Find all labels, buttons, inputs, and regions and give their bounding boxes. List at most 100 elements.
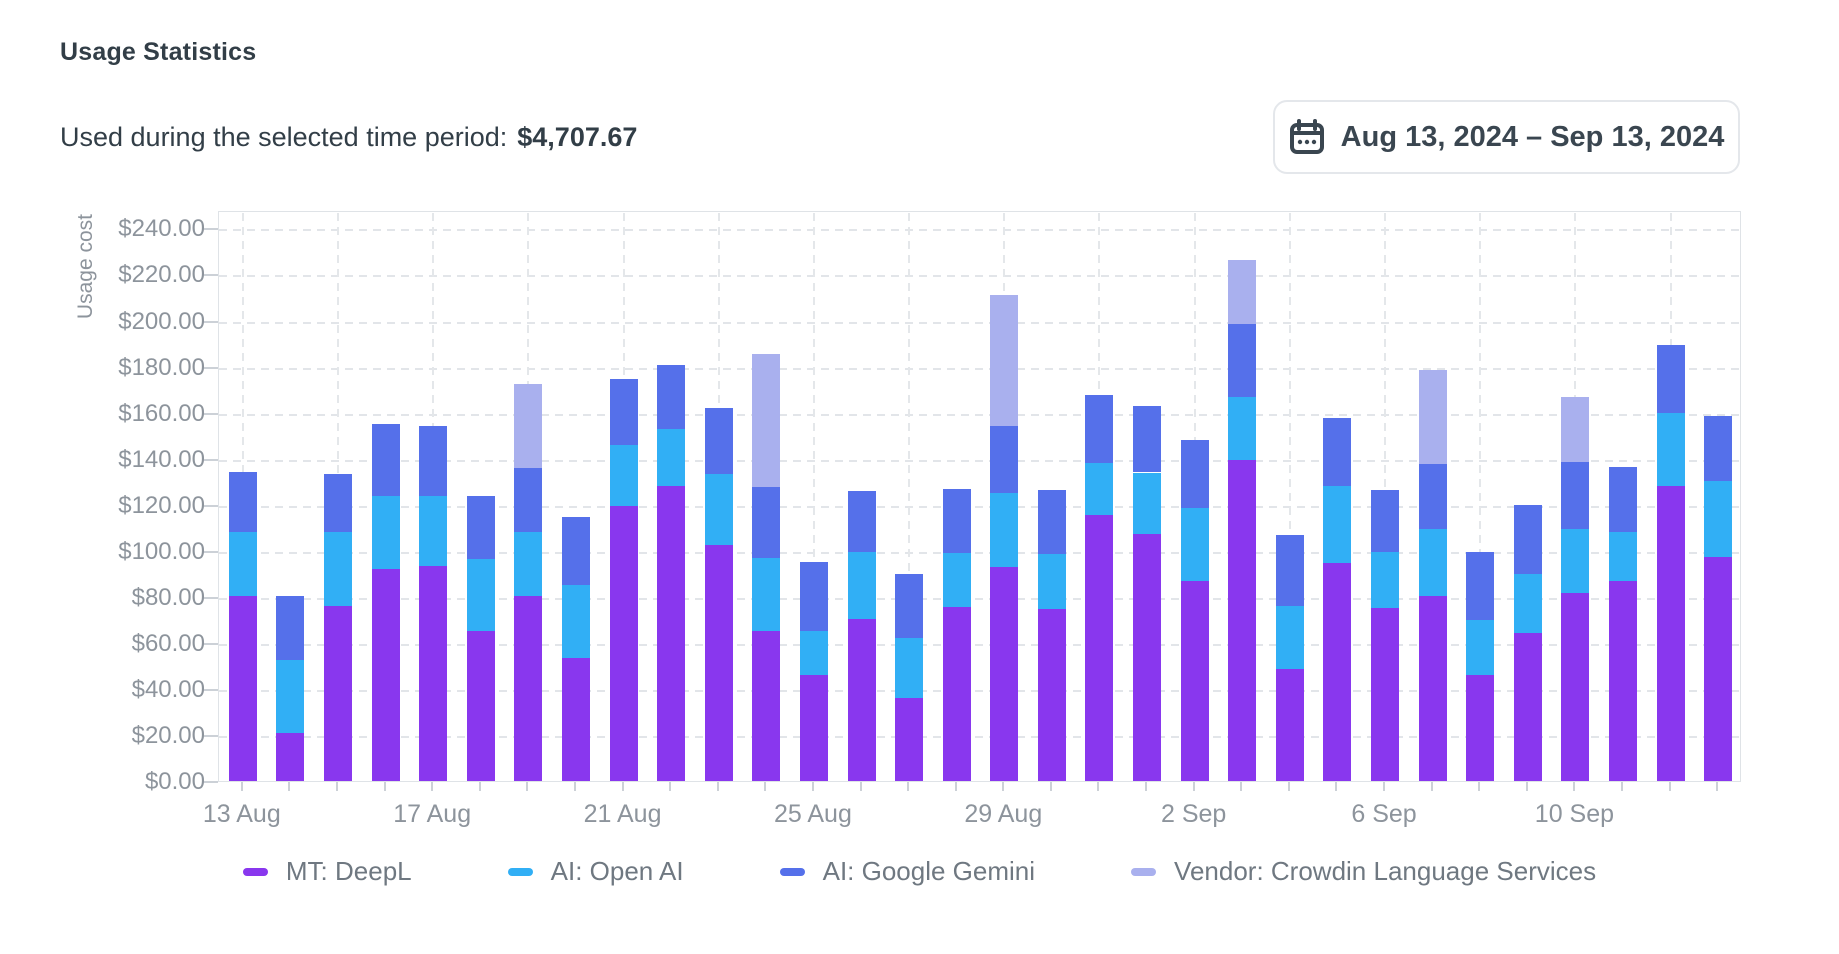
bar-segment-google-gemini[interactable] — [1275, 534, 1304, 607]
bar-segment-deepl[interactable] — [657, 486, 686, 781]
bar-segment-google-gemini[interactable] — [466, 495, 495, 559]
bar-segment-open-ai[interactable] — [1418, 528, 1447, 596]
bar-segment-crowdin-language-services[interactable] — [1228, 259, 1257, 324]
bar-segment-open-ai[interactable] — [895, 638, 924, 699]
bar-segment-google-gemini[interactable] — [514, 467, 543, 533]
bar-segment-open-ai[interactable] — [1609, 532, 1638, 581]
bar-segment-google-gemini[interactable] — [323, 473, 352, 533]
bar-segment-google-gemini[interactable] — [609, 379, 638, 445]
bar-segment-deepl[interactable] — [561, 657, 590, 781]
bar-segment-google-gemini[interactable] — [1085, 395, 1114, 464]
bar-segment-google-gemini[interactable] — [561, 517, 590, 586]
date-range-button[interactable]: Aug 13, 2024 – Sep 13, 2024 — [1273, 100, 1740, 174]
bar-segment-deepl[interactable] — [419, 565, 448, 781]
bar-segment-open-ai[interactable] — [1656, 412, 1685, 487]
bar-segment-open-ai[interactable] — [1228, 396, 1257, 460]
bar-segment-open-ai[interactable] — [1704, 480, 1733, 557]
bar-segment-deepl[interactable] — [990, 566, 1019, 781]
bar-segment-deepl[interactable] — [1180, 580, 1209, 781]
bar-segment-google-gemini[interactable] — [1180, 440, 1209, 509]
bar-segment-deepl[interactable] — [895, 698, 924, 781]
bar-segment-open-ai[interactable] — [942, 553, 971, 608]
bar-segment-deepl[interactable] — [466, 631, 495, 781]
bar-segment-google-gemini[interactable] — [1609, 466, 1638, 533]
bar-segment-deepl[interactable] — [1085, 515, 1114, 781]
bar-segment-google-gemini[interactable] — [704, 408, 733, 474]
bar-segment-open-ai[interactable] — [990, 493, 1019, 567]
bar-segment-deepl[interactable] — [276, 732, 305, 781]
bar-segment-google-gemini[interactable] — [895, 573, 924, 639]
bar-segment-open-ai[interactable] — [228, 532, 257, 596]
bar-segment-deepl[interactable] — [704, 545, 733, 781]
bar-segment-open-ai[interactable] — [514, 532, 543, 596]
bar-segment-deepl[interactable] — [1037, 609, 1066, 781]
bar-segment-open-ai[interactable] — [561, 585, 590, 658]
bar-segment-google-gemini[interactable] — [990, 426, 1019, 494]
bar-segment-open-ai[interactable] — [371, 495, 400, 570]
bar-segment-deepl[interactable] — [1609, 580, 1638, 781]
bar-segment-open-ai[interactable] — [1371, 551, 1400, 609]
bar-segment-google-gemini[interactable] — [371, 424, 400, 496]
bar-segment-google-gemini[interactable] — [1513, 504, 1542, 574]
bar-segment-google-gemini[interactable] — [799, 562, 828, 632]
bar-segment-google-gemini[interactable] — [1656, 344, 1685, 413]
bar-segment-google-gemini[interactable] — [847, 490, 876, 552]
bar-segment-deepl[interactable] — [942, 607, 971, 781]
legend-item-open-ai[interactable]: AI: Open AI — [507, 856, 684, 887]
bar-segment-deepl[interactable] — [514, 595, 543, 781]
bar-segment-open-ai[interactable] — [799, 631, 828, 676]
bar-segment-deepl[interactable] — [323, 606, 352, 781]
bar-segment-google-gemini[interactable] — [1037, 489, 1066, 555]
bar-segment-open-ai[interactable] — [1323, 486, 1352, 564]
bar-segment-google-gemini[interactable] — [228, 472, 257, 533]
bar-segment-google-gemini[interactable] — [1466, 551, 1495, 620]
bar-segment-google-gemini[interactable] — [1228, 323, 1257, 397]
bar-segment-crowdin-language-services[interactable] — [752, 353, 781, 488]
bar-segment-google-gemini[interactable] — [657, 365, 686, 429]
bar-segment-deepl[interactable] — [609, 505, 638, 781]
bar-segment-deepl[interactable] — [1561, 593, 1590, 781]
bar-segment-open-ai[interactable] — [276, 660, 305, 733]
bar-segment-deepl[interactable] — [1513, 632, 1542, 781]
bar-segment-google-gemini[interactable] — [1133, 405, 1162, 473]
bar-segment-open-ai[interactable] — [609, 444, 638, 506]
bar-segment-open-ai[interactable] — [1180, 508, 1209, 581]
bar-segment-google-gemini[interactable] — [1418, 464, 1447, 529]
legend-item-google-gemini[interactable]: AI: Google Gemini — [779, 856, 1035, 887]
bar-segment-google-gemini[interactable] — [1561, 462, 1590, 529]
bar-segment-deepl[interactable] — [1275, 669, 1304, 781]
bar-segment-open-ai[interactable] — [419, 495, 448, 566]
bar-segment-open-ai[interactable] — [1466, 619, 1495, 676]
bar-segment-open-ai[interactable] — [1275, 606, 1304, 670]
bar-segment-deepl[interactable] — [847, 618, 876, 781]
bar-segment-open-ai[interactable] — [1133, 472, 1162, 534]
bar-segment-open-ai[interactable] — [657, 428, 686, 487]
bar-segment-open-ai[interactable] — [847, 551, 876, 619]
bar-segment-open-ai[interactable] — [1037, 554, 1066, 610]
bar-segment-deepl[interactable] — [371, 569, 400, 781]
bar-segment-google-gemini[interactable] — [752, 487, 781, 558]
bar-segment-deepl[interactable] — [1466, 675, 1495, 781]
bar-segment-open-ai[interactable] — [323, 532, 352, 607]
bar-segment-crowdin-language-services[interactable] — [514, 383, 543, 468]
bar-segment-google-gemini[interactable] — [1704, 416, 1733, 481]
bar-segment-deepl[interactable] — [1323, 563, 1352, 781]
legend-item-crowdin-language-services[interactable]: Vendor: Crowdin Language Services — [1131, 856, 1596, 887]
bar-segment-google-gemini[interactable] — [419, 426, 448, 496]
bar-segment-deepl[interactable] — [752, 631, 781, 781]
bar-segment-open-ai[interactable] — [704, 473, 733, 546]
bar-segment-deepl[interactable] — [228, 595, 257, 781]
bar-segment-google-gemini[interactable] — [276, 595, 305, 661]
bar-segment-google-gemini[interactable] — [942, 488, 971, 554]
bar-segment-deepl[interactable] — [799, 675, 828, 781]
bar-segment-open-ai[interactable] — [1561, 528, 1590, 594]
bar-segment-open-ai[interactable] — [752, 557, 781, 632]
bar-segment-crowdin-language-services[interactable] — [990, 295, 1019, 427]
bar-segment-deepl[interactable] — [1704, 556, 1733, 781]
bar-segment-deepl[interactable] — [1418, 595, 1447, 781]
bar-segment-open-ai[interactable] — [1513, 573, 1542, 633]
bar-segment-crowdin-language-services[interactable] — [1418, 370, 1447, 465]
bar-segment-deepl[interactable] — [1133, 533, 1162, 781]
legend-item-deepl[interactable]: MT: DeepL — [242, 856, 412, 887]
bar-segment-deepl[interactable] — [1371, 608, 1400, 781]
